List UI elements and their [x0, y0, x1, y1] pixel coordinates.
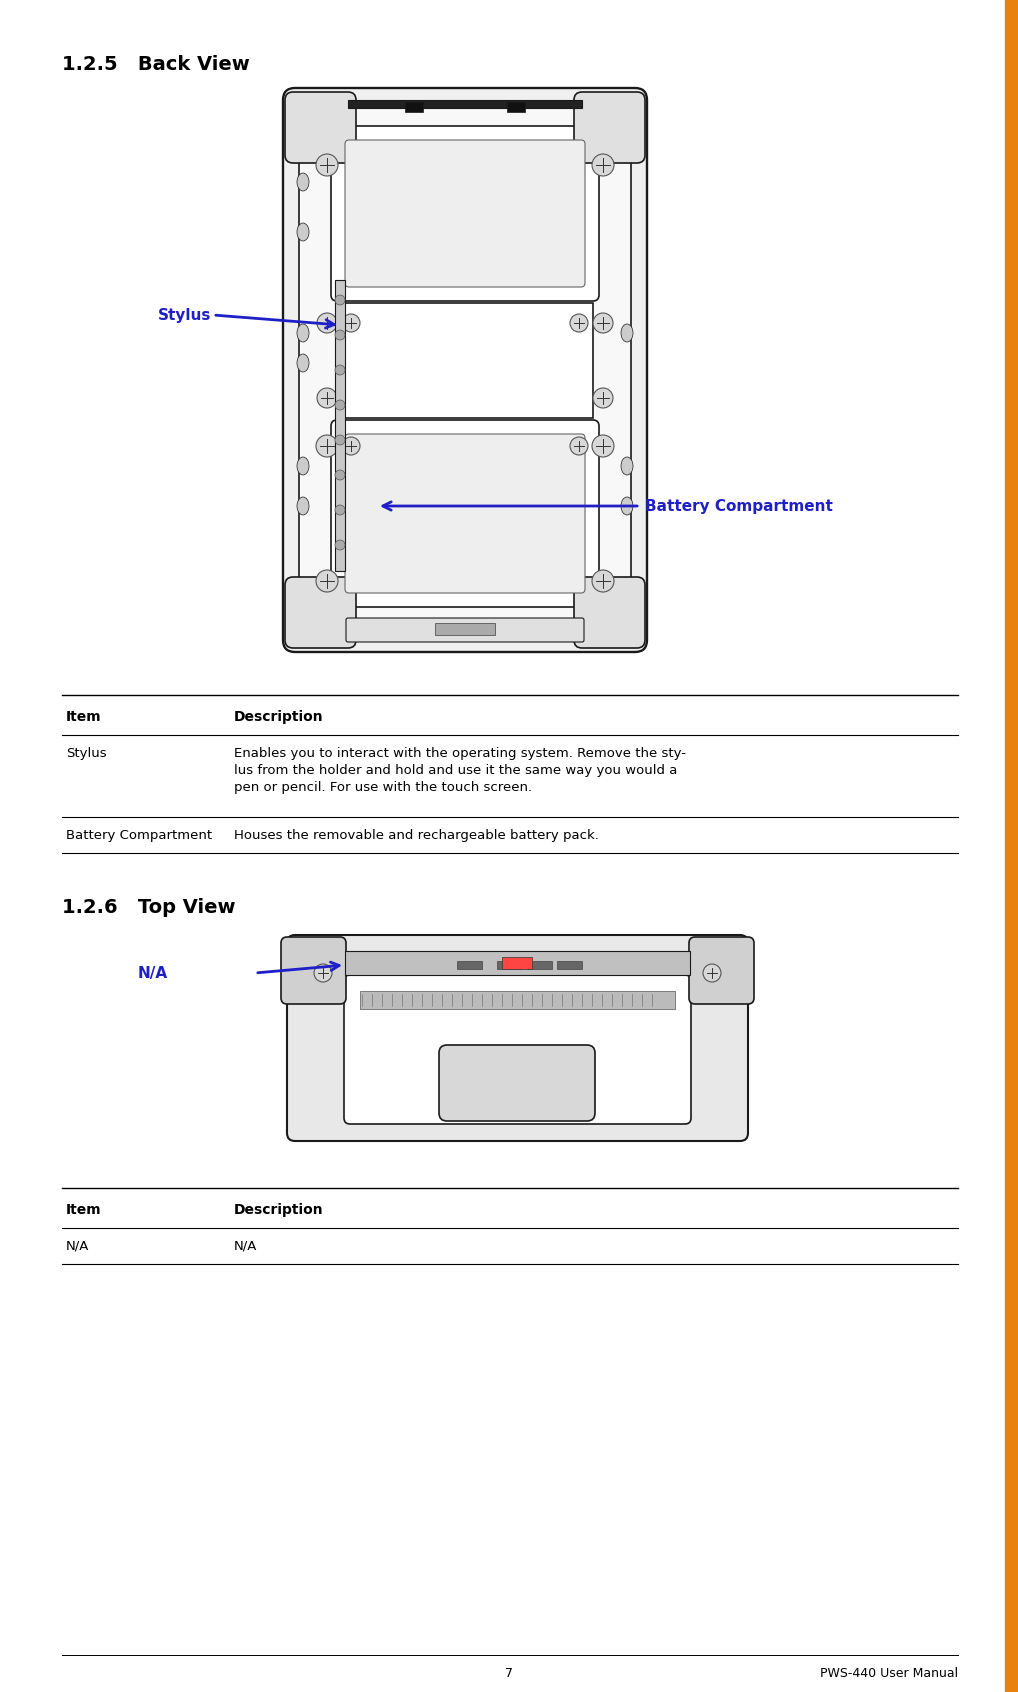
Text: Item: Item	[66, 1203, 102, 1217]
Circle shape	[570, 315, 588, 332]
Circle shape	[342, 437, 360, 455]
FancyBboxPatch shape	[285, 577, 356, 648]
FancyBboxPatch shape	[689, 937, 754, 1003]
Text: Battery Compartment: Battery Compartment	[645, 499, 833, 513]
Ellipse shape	[297, 457, 309, 475]
Circle shape	[317, 387, 337, 408]
Circle shape	[335, 504, 345, 514]
Bar	[335, 279, 345, 570]
Circle shape	[593, 387, 613, 408]
FancyBboxPatch shape	[574, 91, 645, 162]
Bar	[348, 100, 582, 108]
Ellipse shape	[297, 354, 309, 372]
Bar	[497, 961, 522, 970]
Text: Stylus: Stylus	[66, 746, 107, 760]
Circle shape	[317, 313, 337, 333]
FancyBboxPatch shape	[281, 937, 346, 1003]
Bar	[435, 623, 495, 634]
Ellipse shape	[621, 457, 633, 475]
Bar	[405, 102, 423, 112]
FancyBboxPatch shape	[574, 577, 645, 648]
Text: 1.2.5   Back View: 1.2.5 Back View	[62, 56, 249, 74]
FancyBboxPatch shape	[299, 103, 631, 636]
Circle shape	[592, 154, 614, 176]
Text: Houses the removable and rechargeable battery pack.: Houses the removable and rechargeable ba…	[234, 829, 599, 841]
FancyBboxPatch shape	[285, 91, 356, 162]
Circle shape	[316, 154, 338, 176]
Text: Description: Description	[234, 1203, 324, 1217]
Circle shape	[593, 313, 613, 333]
Circle shape	[592, 435, 614, 457]
Circle shape	[335, 330, 345, 340]
Circle shape	[592, 570, 614, 592]
Ellipse shape	[621, 323, 633, 342]
Circle shape	[342, 315, 360, 332]
FancyBboxPatch shape	[344, 975, 691, 1123]
Text: 1.2.6   Top View: 1.2.6 Top View	[62, 898, 235, 917]
FancyBboxPatch shape	[331, 420, 599, 607]
Ellipse shape	[297, 223, 309, 240]
Ellipse shape	[297, 173, 309, 191]
Text: Item: Item	[66, 711, 102, 724]
Circle shape	[703, 964, 721, 981]
Text: N/A: N/A	[234, 1240, 258, 1252]
FancyBboxPatch shape	[345, 140, 585, 288]
Circle shape	[335, 399, 345, 409]
FancyBboxPatch shape	[439, 1046, 595, 1122]
Bar	[557, 961, 582, 970]
Ellipse shape	[621, 497, 633, 514]
Bar	[360, 992, 675, 1008]
FancyBboxPatch shape	[287, 936, 748, 1140]
Text: N/A: N/A	[66, 1240, 90, 1252]
Circle shape	[316, 435, 338, 457]
Bar	[1005, 0, 1018, 1692]
Circle shape	[316, 570, 338, 592]
Circle shape	[314, 964, 332, 981]
Circle shape	[335, 435, 345, 445]
Bar	[507, 102, 525, 112]
Circle shape	[335, 470, 345, 481]
FancyBboxPatch shape	[331, 125, 599, 301]
Text: Enables you to interact with the operating system. Remove the sty-
lus from the : Enables you to interact with the operati…	[234, 746, 686, 794]
Bar	[502, 958, 532, 970]
Text: Stylus: Stylus	[158, 308, 212, 323]
Circle shape	[335, 540, 345, 550]
Text: PWS-440 User Manual: PWS-440 User Manual	[819, 1667, 958, 1680]
Bar	[457, 961, 482, 970]
Bar	[527, 961, 552, 970]
Bar	[337, 303, 593, 418]
Text: N/A: N/A	[138, 966, 168, 980]
Bar	[345, 951, 690, 975]
Circle shape	[335, 294, 345, 305]
Ellipse shape	[297, 497, 309, 514]
Circle shape	[335, 365, 345, 376]
Circle shape	[570, 437, 588, 455]
Text: 7: 7	[505, 1667, 513, 1680]
FancyBboxPatch shape	[283, 88, 647, 651]
Text: Description: Description	[234, 711, 324, 724]
Text: Battery Compartment: Battery Compartment	[66, 829, 212, 841]
FancyBboxPatch shape	[346, 618, 584, 641]
FancyBboxPatch shape	[345, 435, 585, 592]
Ellipse shape	[297, 323, 309, 342]
